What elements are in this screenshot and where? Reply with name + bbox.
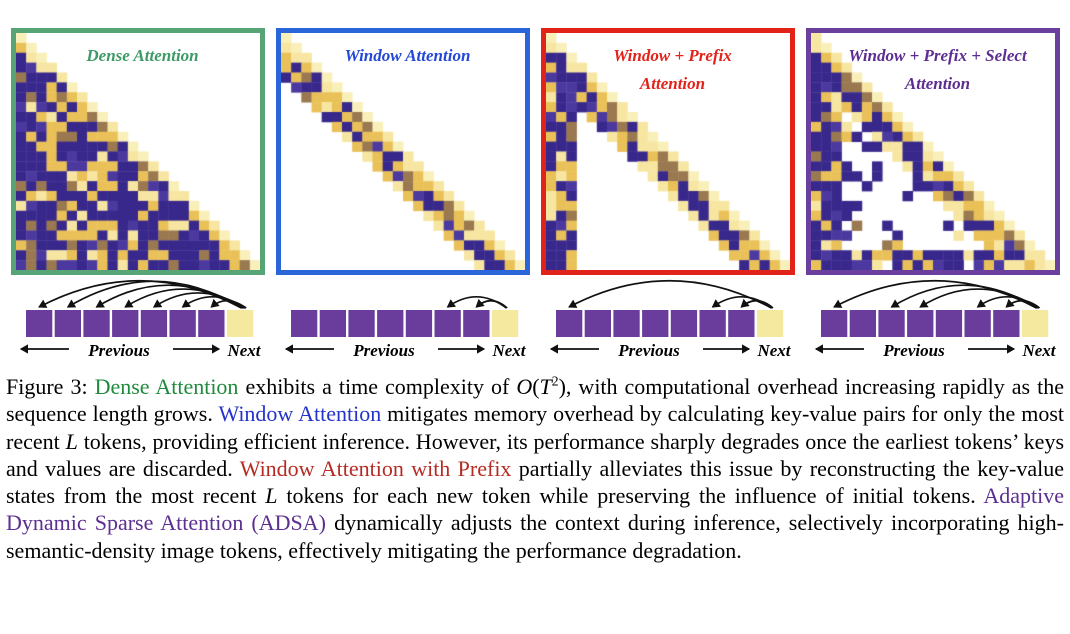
token-square bbox=[111, 310, 138, 337]
token-square bbox=[555, 310, 582, 337]
token-square bbox=[820, 310, 847, 337]
panel-frame: Window Attention bbox=[275, 28, 530, 275]
caption-text: ( bbox=[532, 374, 540, 399]
attention-arc bbox=[474, 298, 508, 309]
caption-colored-term: Window Attention with Prefix bbox=[239, 455, 512, 481]
caption-text: T bbox=[539, 374, 552, 399]
token-square bbox=[584, 310, 611, 337]
panel-frame: Dense Attention bbox=[10, 28, 265, 275]
token-square bbox=[670, 310, 697, 337]
dense-attention-panel: Dense Attention Previous Next bbox=[5, 28, 270, 362]
token-square bbox=[319, 310, 346, 337]
window-prefix-select-attention-panel: Window + Prefix + Select Attention Previo… bbox=[800, 28, 1065, 362]
token-square bbox=[54, 310, 81, 337]
previous-label: Previous bbox=[352, 341, 415, 360]
token-square bbox=[906, 310, 933, 337]
attention-heatmap bbox=[280, 33, 525, 270]
token-square bbox=[290, 310, 317, 337]
window-prefix-attention-panel: Window + Prefix Attention Previous Next bbox=[535, 28, 800, 362]
next-label: Next bbox=[1021, 341, 1056, 360]
token-diagram: Previous Next bbox=[549, 279, 791, 360]
panel-frame: Window + Prefix Attention bbox=[540, 28, 795, 275]
token-diagram: Previous Next bbox=[284, 296, 526, 360]
token-square bbox=[434, 310, 461, 337]
token-square bbox=[964, 310, 991, 337]
caption-colored-term: Dense Attention bbox=[94, 374, 239, 399]
next-token-square bbox=[1021, 310, 1048, 337]
attention-arc bbox=[1004, 298, 1040, 309]
token-square bbox=[197, 310, 224, 337]
next-label: Next bbox=[226, 341, 261, 360]
previous-label: Previous bbox=[87, 341, 150, 360]
token-square bbox=[347, 310, 375, 337]
next-token-square bbox=[491, 310, 518, 337]
attention-heatmap bbox=[15, 33, 260, 270]
caption-text: L bbox=[65, 428, 78, 454]
attention-arc bbox=[832, 279, 1037, 309]
token-square bbox=[82, 310, 110, 337]
token-square bbox=[727, 310, 754, 337]
token-square bbox=[699, 310, 726, 337]
next-token-square bbox=[756, 310, 783, 337]
caption-text: 2 bbox=[551, 373, 559, 389]
caption-text: mitigates memory overhead by calculating… bbox=[6, 401, 1070, 454]
token-square bbox=[877, 310, 905, 337]
token-square bbox=[612, 310, 640, 337]
token-square bbox=[462, 310, 489, 337]
attention-heatmap bbox=[545, 33, 790, 270]
caption-text: partially alleviates this issue by recon… bbox=[6, 455, 1070, 509]
caption-text: L bbox=[265, 483, 278, 509]
token-square bbox=[849, 310, 876, 337]
caption-text: tokens for each new token while preservi… bbox=[277, 483, 984, 509]
previous-label: Previous bbox=[882, 341, 945, 360]
caption-text: Figure 3: bbox=[6, 374, 95, 399]
caption-text: exhibits a time complexity of bbox=[238, 374, 517, 399]
token-square bbox=[140, 310, 167, 337]
attention-arc bbox=[209, 298, 247, 309]
attention-heatmap bbox=[810, 33, 1055, 270]
token-diagram: Previous Next bbox=[814, 279, 1056, 360]
token-square bbox=[641, 310, 668, 337]
caption-text: tokens, providing efficient inference. H… bbox=[6, 428, 1070, 481]
panel-frame: Window + Prefix + Select Attention bbox=[805, 28, 1060, 275]
token-square bbox=[169, 310, 196, 337]
window-attention-panel: Window Attention Previous Next bbox=[270, 28, 535, 362]
attention-arc bbox=[739, 298, 774, 309]
next-label: Next bbox=[491, 341, 526, 360]
attention-arc bbox=[567, 279, 772, 309]
token-square bbox=[25, 310, 52, 337]
token-square bbox=[405, 310, 432, 337]
figure-caption: Figure 3: Dense Attention exhibits a tim… bbox=[6, 373, 1064, 564]
caption-text: O bbox=[516, 374, 533, 399]
caption-text: dynamically adjusts the context during i… bbox=[6, 510, 1064, 563]
figure-panels-row: Dense Attention Previous Next Window Atte… bbox=[5, 28, 1065, 362]
next-label: Next bbox=[756, 341, 791, 360]
token-square bbox=[935, 310, 962, 337]
previous-label: Previous bbox=[617, 341, 680, 360]
token-square bbox=[376, 310, 403, 337]
caption-colored-term: Adaptive Dynamic Sparse Attention (ADSA) bbox=[6, 483, 1070, 536]
caption-colored-term: Window Attention bbox=[218, 401, 382, 427]
token-diagram: Previous Next bbox=[19, 279, 261, 360]
token-square bbox=[992, 310, 1019, 337]
caption-text: ), with computational overhead increasin… bbox=[6, 374, 1070, 427]
next-token-square bbox=[226, 310, 253, 337]
